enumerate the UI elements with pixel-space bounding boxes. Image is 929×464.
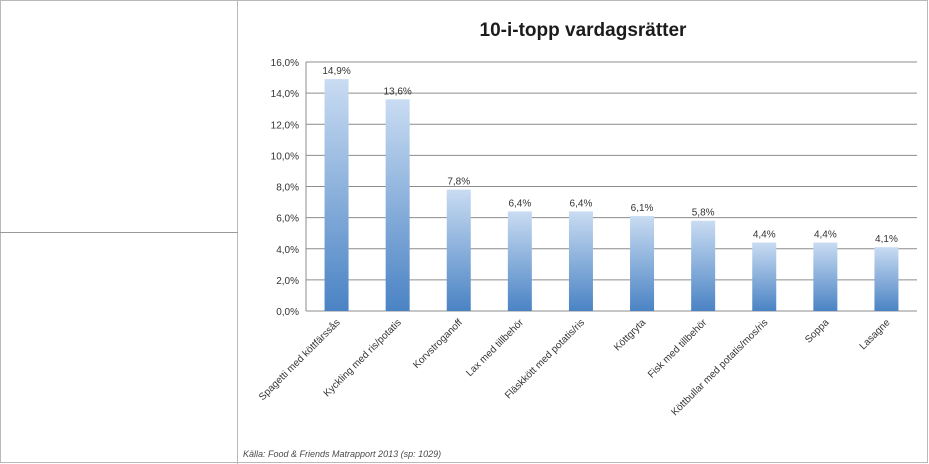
x-tick-label: Soppa [803, 317, 832, 346]
bars [324, 79, 899, 312]
chart-title: 10-i-topp vardagsrätter [479, 20, 687, 41]
y-tick-label: 10,0% [271, 151, 299, 162]
y-tick-label: 2,0% [276, 276, 299, 287]
data-label: 6,4% [570, 198, 593, 209]
y-tick-label: 8,0% [276, 183, 299, 194]
data-label: 4,4% [753, 230, 776, 241]
data-label: 7,8% [447, 177, 470, 188]
bar [691, 220, 716, 311]
data-label: 5,8% [692, 208, 715, 219]
left-divider [0, 232, 238, 233]
y-tick-label: 12,0% [271, 120, 299, 131]
y-tick-label: 16,0% [271, 58, 299, 69]
bar [507, 211, 532, 311]
data-label: 4,1% [875, 234, 898, 245]
bar [324, 79, 349, 312]
x-tick-label: Lax med tillbehör [464, 317, 526, 379]
data-label: 14,9% [322, 66, 350, 77]
data-label: 6,1% [631, 203, 654, 214]
bar [446, 189, 471, 311]
data-labels: 14,9% 13,6% 7,8% 6,4% 6,4% 6,1% 5,8% 4,4% 4,4% 4,… [322, 66, 898, 245]
bar [874, 247, 899, 311]
x-tick-label: Korvstroganoff [411, 317, 465, 371]
bar [752, 242, 777, 311]
x-tick-label: Fisk med tillbehör [646, 317, 710, 381]
y-tick-label: 14,0% [271, 89, 299, 100]
bar [568, 211, 593, 311]
x-tick-label: Köttbullar med potatis/mos/ris [669, 317, 770, 418]
left-panel [0, 0, 238, 464]
x-tick-label: Köttgryta [612, 317, 648, 353]
y-tick-label: 6,0% [276, 214, 299, 225]
bar [385, 99, 410, 311]
source-note: Källa: Food & Friends Matrapport 2013 (s… [243, 449, 442, 459]
y-tick-label: 4,0% [276, 245, 299, 256]
data-label: 13,6% [383, 86, 411, 97]
data-label: 4,4% [814, 230, 837, 241]
bar [630, 216, 655, 311]
y-axis-tick-labels: 0,0% 2,0% 4,0% 6,0% 8,0% 10,0% 12,0% 14,0% 16,0% [271, 58, 299, 318]
x-tick-label: Lasagne [858, 317, 893, 352]
y-tick-label: 0,0% [276, 307, 299, 318]
data-label: 6,4% [508, 198, 531, 209]
bar [813, 242, 838, 311]
